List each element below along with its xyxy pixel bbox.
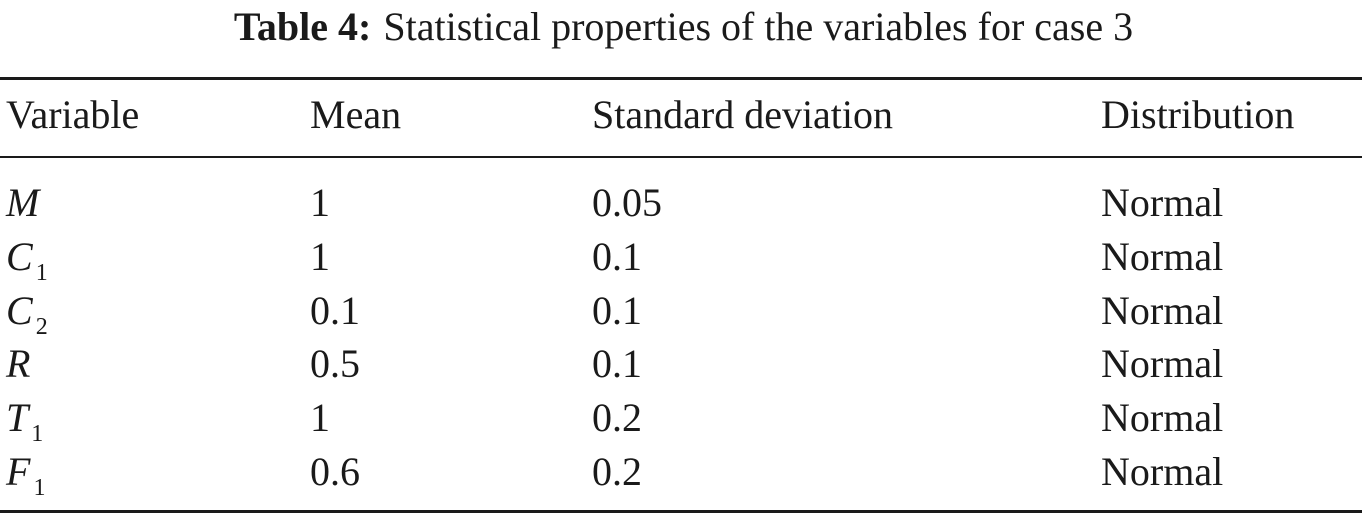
table-header-row: Variable Mean Standard deviation Distrib…: [0, 88, 1362, 142]
variable-subscript: 1: [35, 260, 48, 286]
table-top-rule: [0, 77, 1362, 80]
mean-cell: 1: [310, 180, 330, 225]
header-distribution: Distribution: [1101, 92, 1295, 137]
distribution-cell: Normal: [1101, 234, 1224, 279]
table-bottom-rule: [0, 510, 1362, 513]
table-caption-label: Table 4:: [233, 4, 372, 49]
variable-symbol: R: [6, 341, 31, 386]
distribution-cell: Normal: [1101, 449, 1224, 494]
table-row: R 0.5 0.1 Normal: [0, 337, 1362, 391]
std-cell: 0.1: [592, 341, 642, 386]
std-cell: 0.05: [592, 180, 662, 225]
distribution-cell: Normal: [1101, 180, 1224, 225]
header-variable: Variable: [6, 92, 140, 137]
mean-cell: 0.1: [310, 288, 360, 333]
variable-symbol: F: [6, 449, 31, 494]
mean-cell: 0.6: [310, 449, 360, 494]
std-cell: 0.2: [592, 449, 642, 494]
variable-cell: R: [6, 337, 33, 397]
distribution-cell: Normal: [1101, 341, 1224, 386]
std-cell: 0.1: [592, 288, 642, 333]
variable-subscript: 1: [31, 421, 44, 447]
distribution-cell: Normal: [1101, 395, 1224, 440]
table-header-rule: [0, 156, 1362, 158]
header-mean: Mean: [310, 92, 402, 137]
header-standard-deviation: Standard deviation: [592, 92, 894, 137]
variable-subscript: 1: [33, 475, 46, 501]
variable-symbol: T: [6, 395, 29, 440]
table-caption-text: Statistical properties of the variables …: [383, 4, 1134, 49]
std-cell: 0.2: [592, 395, 642, 440]
variable-symbol: C: [6, 234, 33, 279]
variable-cell: M: [6, 176, 42, 236]
table-caption: Table 4: Statistical properties of the va…: [0, 4, 1367, 50]
distribution-cell: Normal: [1101, 288, 1224, 333]
variable-symbol: M: [6, 180, 40, 225]
variable-symbol: C: [6, 288, 33, 333]
mean-cell: 1: [310, 395, 330, 440]
std-cell: 0.1: [592, 234, 642, 279]
mean-cell: 0.5: [310, 341, 360, 386]
table-row: M 1 0.05 Normal: [0, 176, 1362, 230]
mean-cell: 1: [310, 234, 330, 279]
variable-subscript: 2: [35, 314, 48, 340]
